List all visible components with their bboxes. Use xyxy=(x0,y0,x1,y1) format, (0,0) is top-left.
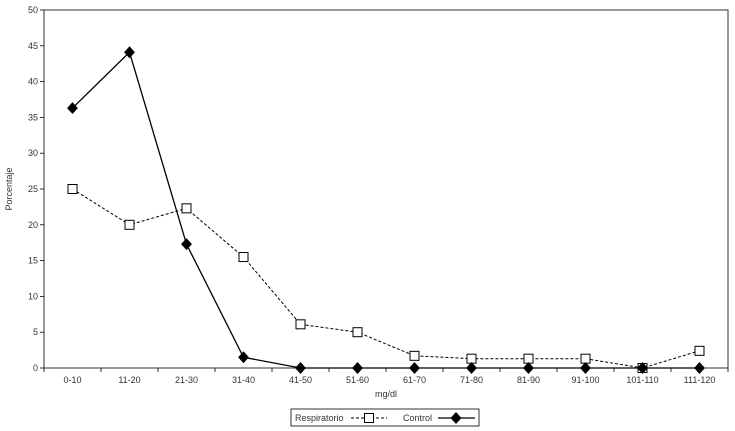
y-tick-label: 50 xyxy=(28,5,38,15)
data-point-diamond xyxy=(637,362,648,374)
data-point-diamond xyxy=(466,362,477,374)
y-tick-label: 5 xyxy=(33,327,38,337)
data-point-square xyxy=(352,327,363,338)
data-point-diamond xyxy=(67,102,78,115)
data-point-diamond xyxy=(523,362,534,374)
data-point-square xyxy=(694,345,705,356)
x-axis-label: mg/dl xyxy=(375,389,397,399)
plot-area xyxy=(43,9,729,369)
x-tick-label: 41-50 xyxy=(289,375,312,385)
x-tick-label: 11-20 xyxy=(118,375,140,385)
x-tick-label: 71-80 xyxy=(460,375,483,385)
data-point-diamond xyxy=(124,46,135,59)
data-point-square xyxy=(466,353,477,364)
x-tick-label: 101-110 xyxy=(626,375,658,385)
data-point-square xyxy=(124,219,135,230)
y-tick-label: 35 xyxy=(28,112,38,122)
series-line-control xyxy=(72,51,700,369)
y-tick-label: 25 xyxy=(28,184,38,194)
data-point-square xyxy=(67,184,78,194)
legend-label-respiratorio: Respiratorio xyxy=(295,413,344,423)
data-point-square xyxy=(580,353,591,364)
legend: Respiratorio Control xyxy=(290,408,480,427)
data-point-square xyxy=(181,203,192,214)
data-point-diamond xyxy=(181,238,192,251)
y-tick-label: 20 xyxy=(28,220,38,230)
x-tick-label: 0-10 xyxy=(63,375,81,385)
y-tick-label: 0 xyxy=(33,363,38,373)
legend-box xyxy=(290,408,480,427)
legend-label-control: Control xyxy=(403,413,432,423)
x-tick-label: 31-40 xyxy=(232,375,255,385)
data-point-diamond xyxy=(409,362,420,374)
y-tick-label: 40 xyxy=(28,77,38,87)
y-axis: 0 5 10 15 20 25 30 35 40 45 50 xyxy=(28,5,44,373)
y-tick-label: 45 xyxy=(28,41,38,51)
data-point-square xyxy=(295,319,306,330)
x-axis: 0-10 11-20 21-30 31-40 41-50 51-60 61-70 71-80 8… xyxy=(43,368,729,385)
x-tick-label: 91-100 xyxy=(571,375,599,385)
data-point-diamond xyxy=(295,362,306,374)
legend-marker-square xyxy=(364,413,374,423)
x-tick-label: 81-90 xyxy=(517,375,540,385)
data-point-diamond xyxy=(352,362,363,374)
x-tick-label: 21-30 xyxy=(175,375,198,385)
legend-marker-diamond xyxy=(450,412,462,424)
x-tick-label: 111-120 xyxy=(684,375,716,385)
data-point-square xyxy=(523,353,534,364)
data-point-square xyxy=(409,350,420,361)
y-tick-label: 30 xyxy=(28,148,38,158)
y-tick-label: 10 xyxy=(28,291,38,301)
y-axis-label: Porcentaje xyxy=(4,167,14,210)
x-tick-label: 51-60 xyxy=(346,375,369,385)
plot-border xyxy=(43,9,729,369)
series-line-respiratorio xyxy=(72,188,700,369)
data-point-diamond xyxy=(580,362,591,374)
y-tick-label: 15 xyxy=(28,256,38,266)
series-layer xyxy=(67,46,705,374)
data-point-diamond xyxy=(694,362,705,374)
data-point-square xyxy=(238,252,249,263)
data-point-diamond xyxy=(238,351,249,364)
x-tick-label: 61-70 xyxy=(403,375,426,385)
